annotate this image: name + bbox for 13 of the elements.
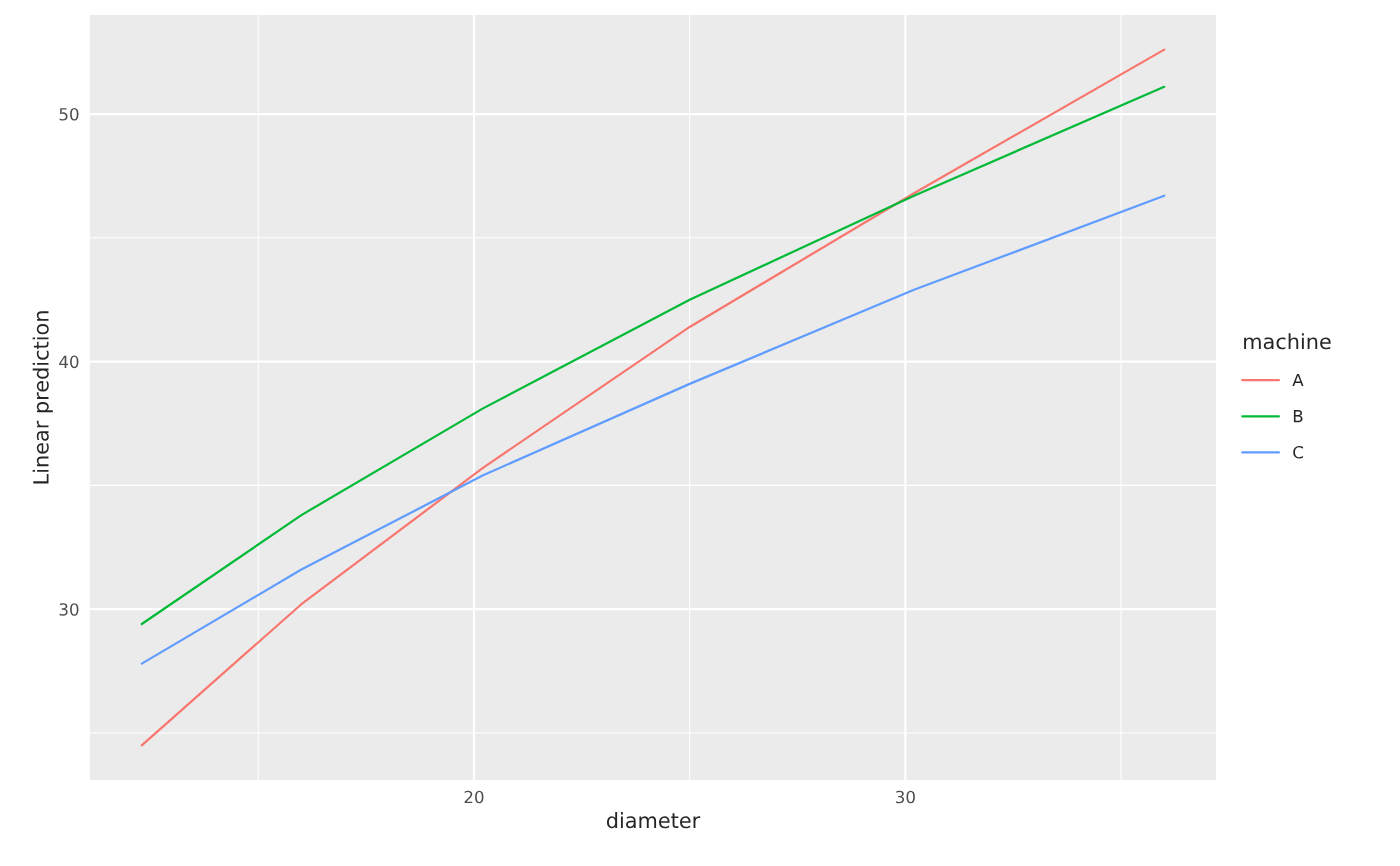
- y-axis-title: Linear prediction: [32, 311, 53, 484]
- legend-label: A: [1292, 373, 1304, 387]
- y-tick-label: 30: [59, 603, 79, 616]
- line-series: [140, 48, 1166, 747]
- x-tick-label: 20: [464, 790, 484, 804]
- line-series: [140, 194, 1166, 665]
- y-tick-label: 50: [59, 107, 79, 121]
- legend-label: C: [1293, 445, 1303, 459]
- y-tick-label: 40: [59, 355, 79, 369]
- legend-label: B: [1293, 410, 1303, 423]
- x-axis-title: diameter: [606, 812, 701, 829]
- legend-title: machine: [1244, 333, 1331, 350]
- line-series: [140, 85, 1166, 626]
